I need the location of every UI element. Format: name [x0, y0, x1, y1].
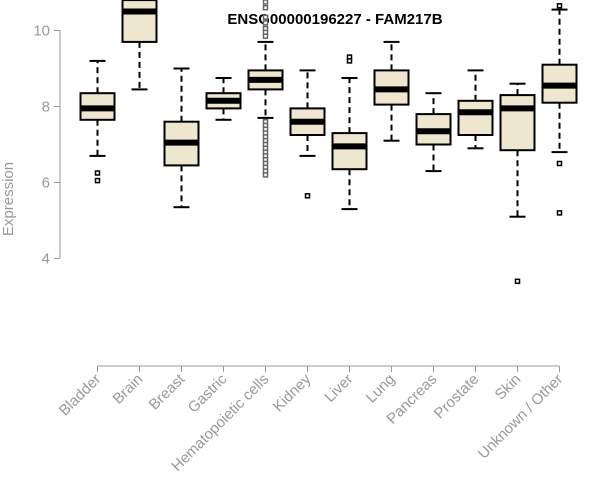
box-group — [163, 67, 200, 209]
x-tick-label: Breast — [146, 370, 189, 413]
y-tick-label: 4 — [42, 251, 50, 268]
outlier-point — [94, 170, 101, 176]
box-rect — [499, 94, 536, 152]
box-group — [289, 69, 326, 199]
outlier-point — [262, 33, 269, 39]
outlier-point — [262, 14, 269, 20]
x-tick-label: Brain — [110, 371, 147, 408]
box-group — [499, 82, 536, 285]
box-rect — [331, 132, 368, 171]
x-tick-label: Liver — [321, 371, 356, 406]
outlier-point — [556, 210, 563, 216]
outlier-point — [346, 58, 353, 64]
x-tick-label: Lung — [363, 371, 399, 407]
outlier-point — [262, 172, 269, 178]
x-tick-label: Prostate — [431, 371, 483, 423]
box-group — [373, 40, 410, 142]
box-group — [205, 77, 242, 121]
box-group — [457, 69, 494, 150]
outlier-point — [262, 20, 269, 26]
box-group — [541, 3, 578, 216]
outlier-point — [304, 193, 311, 199]
box-rect — [457, 99, 494, 137]
y-tick-label: 6 — [42, 175, 50, 192]
y-axis: 4 6 8 10 — [33, 23, 61, 268]
outlier-point — [556, 3, 563, 9]
box-rect — [121, 0, 158, 43]
box-group — [247, 0, 284, 178]
box-group — [415, 92, 452, 173]
box-group — [121, 0, 158, 91]
box-series — [79, 0, 578, 285]
y-tick-label: 8 — [42, 99, 50, 116]
outlier-point — [262, 4, 269, 11]
chart-title: ENSG00000196227 - FAM217B — [227, 11, 442, 28]
x-tick-label: Skin — [492, 371, 525, 404]
y-axis-label: Expression — [0, 162, 17, 236]
box-group — [331, 54, 368, 211]
x-tick-label: Kidney — [270, 370, 315, 415]
y-tick-label: 10 — [33, 23, 50, 40]
outlier-point — [556, 160, 563, 167]
outlier-point — [94, 177, 101, 184]
outlier-point — [514, 278, 521, 285]
outlier-point — [262, 0, 269, 5]
box-group — [79, 59, 116, 184]
x-tick-label: Bladder — [56, 371, 105, 420]
